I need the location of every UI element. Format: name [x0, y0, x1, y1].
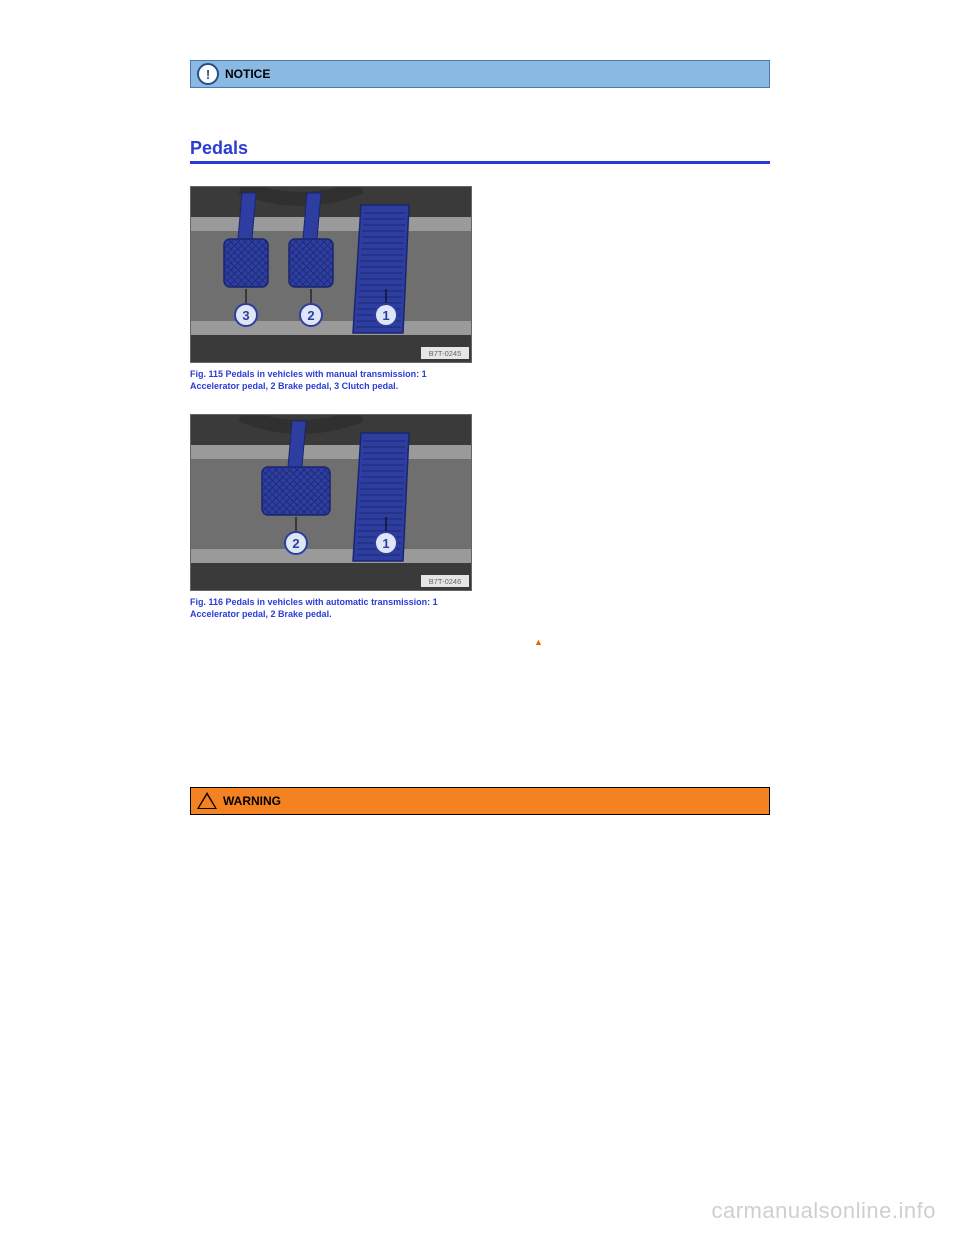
- watermark: carmanualsonline.info: [711, 1198, 936, 1224]
- warning-triangle-icon: [197, 792, 217, 809]
- figure-1-svg: 3 2 1 B7T-0245: [190, 186, 472, 363]
- figure-2-svg: 2 1 B7T-0246: [190, 414, 472, 591]
- figure-1-caption: Fig. 115 Pedals in vehicles with manual …: [190, 369, 470, 392]
- notice-box: ! NOTICE: [190, 60, 770, 88]
- svg-text:1: 1: [382, 536, 389, 551]
- notice-icon: !: [197, 63, 219, 85]
- svg-text:2: 2: [307, 308, 314, 323]
- figure-1: 3 2 1 B7T-0245 Fig. 115 Pedals in vehicles …: [190, 186, 470, 392]
- svg-text:1: 1: [382, 308, 389, 323]
- svg-text:B7T-0245: B7T-0245: [429, 349, 462, 358]
- notice-label: NOTICE: [225, 67, 270, 81]
- figure-2-caption: Fig. 116 Pedals in vehicles with automat…: [190, 597, 470, 620]
- warning-label: WARNING: [223, 794, 281, 808]
- section-title: Pedals: [190, 138, 770, 164]
- figure-2: 2 1 B7T-0246 Fig. 116 Pedals in vehicles w…: [190, 414, 470, 620]
- svg-text:3: 3: [242, 308, 249, 323]
- svg-text:B7T-0246: B7T-0246: [429, 577, 462, 586]
- inline-warning-icon: ▲: [190, 637, 770, 647]
- svg-text:2: 2: [292, 536, 299, 551]
- warning-box: WARNING: [190, 787, 770, 815]
